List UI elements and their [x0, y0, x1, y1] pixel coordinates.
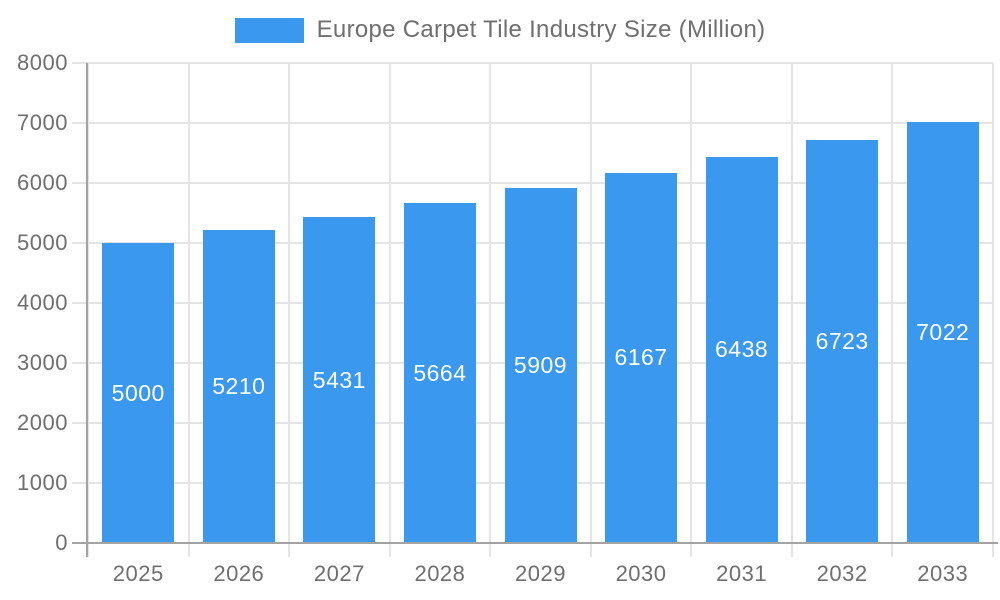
x-axis-label: 2029: [515, 561, 566, 586]
bar-value-label: 5909: [513, 352, 568, 379]
x-axis-label: 2030: [615, 561, 667, 586]
y-axis-label: 1000: [17, 470, 68, 495]
gridline-vertical: [288, 63, 291, 543]
y-axis-line: [86, 63, 88, 557]
y-axis-tick: [72, 482, 88, 484]
bar: 5210: [202, 230, 275, 543]
bar-value-label: 5000: [111, 379, 165, 406]
y-axis-tick: [72, 362, 88, 364]
x-axis-tick: [790, 543, 793, 557]
x-axis-label: 2025: [112, 561, 164, 586]
gridline-horizontal: [88, 62, 993, 64]
x-axis-tick: [288, 543, 291, 557]
gridline-vertical: [489, 63, 492, 543]
x-axis-tick: [87, 543, 89, 557]
gridline-vertical: [87, 63, 89, 543]
bar-value-label: 7022: [916, 318, 970, 345]
y-axis-label: 0: [55, 530, 68, 555]
y-axis-label: 8000: [17, 50, 68, 75]
legend-swatch: [234, 17, 304, 43]
bar: 5000: [102, 243, 175, 543]
y-axis-label: 3000: [17, 350, 68, 375]
gridline-vertical: [790, 63, 793, 543]
x-axis-label: 2031: [716, 561, 768, 586]
gridline-vertical: [589, 63, 592, 543]
gridline-horizontal: [88, 122, 993, 124]
x-axis-label: 2027: [313, 561, 365, 586]
bar: 5664: [403, 203, 476, 543]
bar-value-label: 6438: [715, 336, 769, 363]
bar: 6167: [605, 172, 678, 543]
x-axis-tick: [589, 543, 592, 557]
x-axis-tick: [388, 543, 391, 557]
y-axis-label: 7000: [17, 110, 68, 135]
x-axis-label: 2028: [414, 561, 466, 586]
bar: 5909: [504, 188, 577, 543]
y-axis-label: 5000: [17, 230, 68, 255]
gridline-vertical: [690, 63, 693, 543]
bar: 6723: [806, 139, 879, 543]
bar: 5431: [303, 217, 376, 543]
y-axis-tick: [72, 122, 88, 124]
gridline-vertical: [891, 63, 894, 543]
y-axis-tick: [72, 422, 88, 424]
y-axis-label: 2000: [17, 410, 68, 435]
bar: 6438: [705, 156, 778, 543]
bar-value-label: 6723: [815, 327, 869, 354]
x-axis-tick: [690, 543, 693, 557]
y-axis-tick: [72, 242, 88, 244]
gridline-vertical: [388, 63, 391, 543]
bar-value-label: 5664: [413, 359, 467, 386]
y-axis-tick: [72, 182, 88, 184]
y-axis-tick: [72, 62, 88, 64]
bar-value-label: 5210: [212, 373, 266, 400]
x-axis-label: 2033: [917, 561, 969, 586]
x-axis-tick: [891, 543, 894, 557]
y-axis-tick: [72, 302, 88, 304]
gridline-vertical: [992, 63, 994, 543]
gridline-horizontal: [88, 182, 993, 184]
x-axis-label: 2026: [213, 561, 265, 586]
gridline-vertical: [187, 63, 190, 543]
x-axis-tick: [992, 543, 994, 557]
x-axis-label: 2032: [816, 561, 868, 586]
bar-value-label: 6167: [614, 344, 668, 371]
x-axis-tick: [489, 543, 492, 557]
y-axis-label: 6000: [17, 170, 68, 195]
y-axis-label: 4000: [17, 290, 68, 315]
chart-legend: Europe Carpet Tile Industry Size (Millio…: [0, 16, 1000, 44]
x-axis-tick: [187, 543, 190, 557]
bar-value-label: 5431: [312, 366, 366, 393]
x-axis-line: [72, 542, 998, 544]
legend-label: Europe Carpet Tile Industry Size (Millio…: [316, 16, 766, 43]
bar: 7022: [906, 121, 979, 543]
